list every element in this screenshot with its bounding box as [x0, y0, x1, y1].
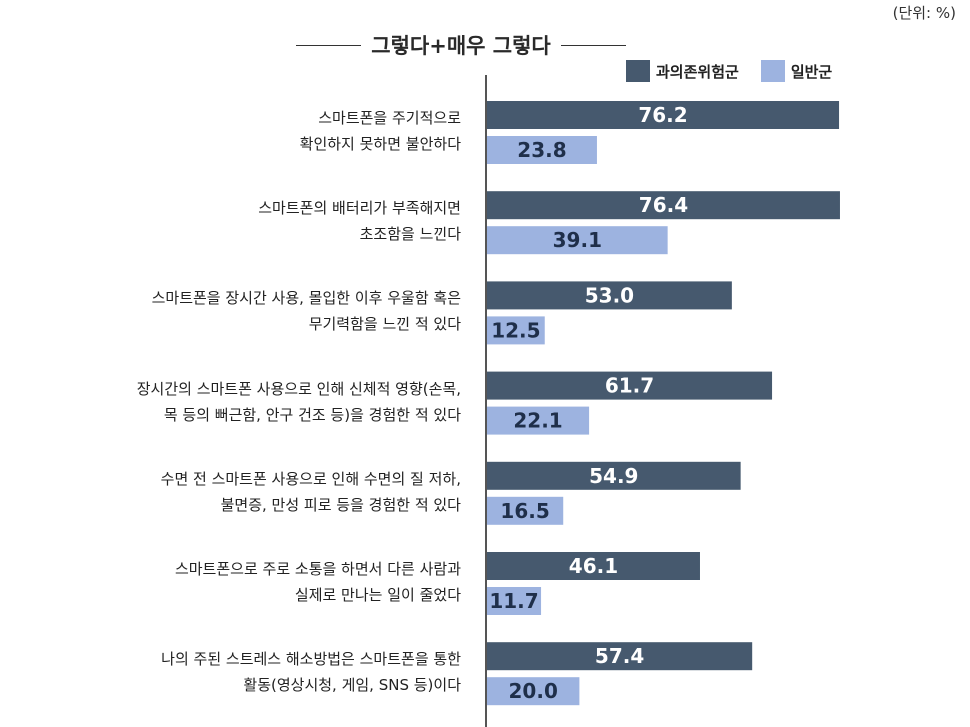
bar-general: [487, 677, 580, 706]
value-label-high-risk: 46.1: [569, 554, 618, 578]
value-label-high-risk: 76.2: [638, 103, 687, 127]
value-label-high-risk: 53.0: [585, 283, 634, 307]
value-label-general: 11.7: [489, 589, 538, 613]
value-label-general: 12.5: [491, 318, 540, 342]
legend-label-high-risk: 과의존위험군: [656, 62, 739, 81]
bar-general: [487, 136, 597, 164]
bar-high-risk: [487, 101, 840, 129]
bar-general: [487, 496, 564, 525]
title-rule-left: [296, 44, 362, 46]
bar-general: [487, 587, 542, 615]
bar-high-risk: [487, 642, 753, 671]
bar-high-risk: [487, 461, 741, 490]
value-label-general: 39.1: [553, 228, 602, 252]
chart-title: 그렇다+매우 그렇다: [371, 34, 551, 58]
bar-general: [487, 316, 545, 345]
chart-title-row: 그렇다+매우 그렇다: [296, 30, 626, 60]
bar-general: [487, 406, 590, 435]
bar-high-risk: [487, 371, 773, 400]
title-rule-right: [560, 44, 626, 46]
bar-high-risk: [487, 552, 700, 580]
legend-swatch-high-risk: [626, 60, 650, 82]
bar-general: [487, 226, 668, 255]
legend: 과의존위험군 일반군: [626, 60, 832, 82]
value-label-high-risk: 61.7: [605, 374, 654, 398]
value-label-high-risk: 57.4: [595, 644, 644, 668]
value-label-high-risk: 76.4: [639, 193, 688, 217]
category-axis-line: [485, 75, 487, 727]
value-label-general: 16.5: [500, 499, 549, 523]
legend-swatch-general: [760, 60, 785, 82]
legend-label-general: 일반군: [790, 62, 833, 81]
value-label-general: 20.0: [509, 679, 558, 703]
unit-note: (단위: %): [892, 4, 956, 22]
value-label-general: 22.1: [513, 409, 562, 433]
value-label-general: 23.8: [517, 138, 566, 162]
bar-high-risk: [487, 191, 840, 220]
bar-high-risk: [487, 281, 732, 310]
value-label-high-risk: 54.9: [589, 464, 638, 488]
